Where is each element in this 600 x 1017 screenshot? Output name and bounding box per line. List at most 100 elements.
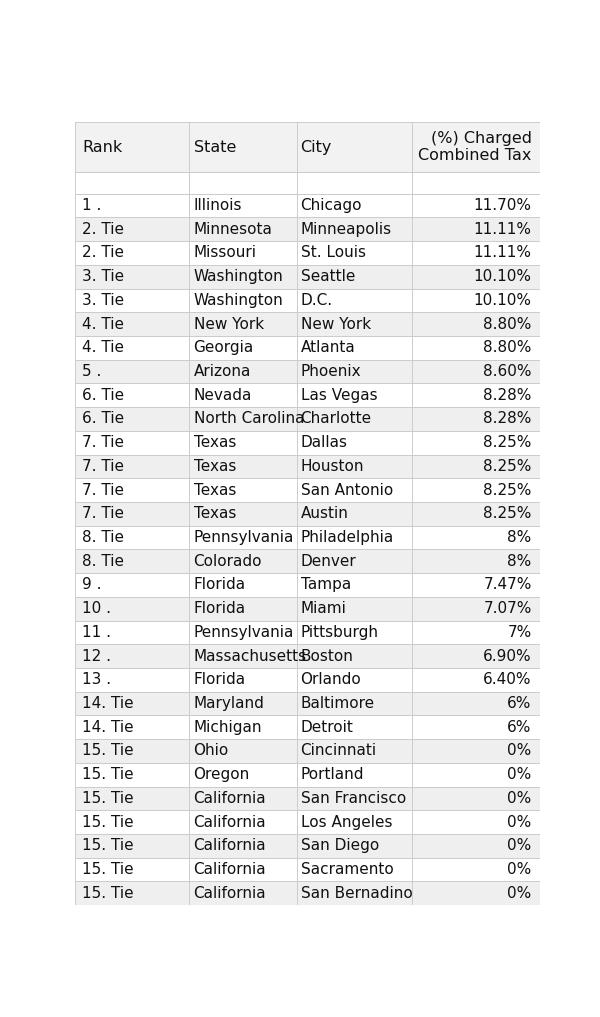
Text: 7. Tie: 7. Tie bbox=[82, 483, 124, 497]
Text: Arizona: Arizona bbox=[194, 364, 251, 379]
Text: Denver: Denver bbox=[301, 553, 356, 569]
Bar bbox=[75, 360, 540, 383]
Text: Las Vegas: Las Vegas bbox=[301, 387, 377, 403]
Text: St. Louis: St. Louis bbox=[301, 245, 365, 260]
Text: 11.11%: 11.11% bbox=[473, 222, 532, 237]
Text: Missouri: Missouri bbox=[194, 245, 257, 260]
Text: Nevada: Nevada bbox=[194, 387, 252, 403]
Text: Chicago: Chicago bbox=[301, 198, 362, 213]
Text: Texas: Texas bbox=[194, 483, 236, 497]
Text: 0%: 0% bbox=[508, 862, 532, 877]
Text: 0%: 0% bbox=[508, 838, 532, 853]
Text: New York: New York bbox=[301, 316, 371, 332]
Text: D.C.: D.C. bbox=[301, 293, 332, 308]
Text: 5 .: 5 . bbox=[82, 364, 101, 379]
Text: 8.80%: 8.80% bbox=[483, 316, 532, 332]
Text: Florida: Florida bbox=[194, 578, 246, 593]
Bar bbox=[75, 407, 540, 431]
Text: 7. Tie: 7. Tie bbox=[82, 459, 124, 474]
Text: 8.80%: 8.80% bbox=[483, 341, 532, 355]
Text: Portland: Portland bbox=[301, 767, 364, 782]
Text: 8.28%: 8.28% bbox=[483, 412, 532, 426]
Text: 6.40%: 6.40% bbox=[483, 672, 532, 687]
Text: 7.07%: 7.07% bbox=[483, 601, 532, 616]
Text: Minnesota: Minnesota bbox=[194, 222, 272, 237]
Text: North Carolina: North Carolina bbox=[194, 412, 304, 426]
Text: 7.47%: 7.47% bbox=[483, 578, 532, 593]
Text: 8%: 8% bbox=[508, 530, 532, 545]
Text: San Bernadino: San Bernadino bbox=[301, 886, 412, 901]
Text: Florida: Florida bbox=[194, 672, 246, 687]
Text: Dallas: Dallas bbox=[301, 435, 347, 451]
Text: Boston: Boston bbox=[301, 649, 353, 664]
Bar bbox=[75, 786, 540, 811]
Text: 6. Tie: 6. Tie bbox=[82, 387, 124, 403]
Text: 2. Tie: 2. Tie bbox=[82, 245, 124, 260]
Bar bbox=[75, 431, 540, 455]
Text: 8.25%: 8.25% bbox=[483, 435, 532, 451]
Text: California: California bbox=[194, 886, 266, 901]
Text: 0%: 0% bbox=[508, 743, 532, 759]
Text: 14. Tie: 14. Tie bbox=[82, 696, 134, 711]
Text: Michigan: Michigan bbox=[194, 720, 262, 734]
Text: Atlanta: Atlanta bbox=[301, 341, 355, 355]
Text: (%) Charged
Combined Tax: (%) Charged Combined Tax bbox=[418, 131, 532, 164]
Text: Seattle: Seattle bbox=[301, 270, 355, 284]
Text: Orlando: Orlando bbox=[301, 672, 361, 687]
Text: 10.10%: 10.10% bbox=[473, 293, 532, 308]
Text: Pennsylvania: Pennsylvania bbox=[194, 624, 294, 640]
Bar bbox=[75, 172, 540, 193]
Text: Tampa: Tampa bbox=[301, 578, 351, 593]
Bar bbox=[75, 478, 540, 502]
Text: 14. Tie: 14. Tie bbox=[82, 720, 134, 734]
Text: 15. Tie: 15. Tie bbox=[82, 838, 134, 853]
Text: Florida: Florida bbox=[194, 601, 246, 616]
Text: 8.25%: 8.25% bbox=[483, 459, 532, 474]
Text: 3. Tie: 3. Tie bbox=[82, 293, 124, 308]
Bar bbox=[75, 264, 540, 289]
Text: Miami: Miami bbox=[301, 601, 346, 616]
Bar bbox=[75, 834, 540, 857]
Text: Detroit: Detroit bbox=[301, 720, 353, 734]
Text: 8.28%: 8.28% bbox=[483, 387, 532, 403]
Text: 10.10%: 10.10% bbox=[473, 270, 532, 284]
Text: Houston: Houston bbox=[301, 459, 364, 474]
Text: Pittsburgh: Pittsburgh bbox=[301, 624, 379, 640]
Text: Texas: Texas bbox=[194, 506, 236, 522]
Text: 7. Tie: 7. Tie bbox=[82, 506, 124, 522]
Text: 1 .: 1 . bbox=[82, 198, 101, 213]
Bar bbox=[75, 597, 540, 620]
Text: 8. Tie: 8. Tie bbox=[82, 553, 124, 569]
Text: San Antonio: San Antonio bbox=[301, 483, 393, 497]
Text: Philadelphia: Philadelphia bbox=[301, 530, 394, 545]
Text: Texas: Texas bbox=[194, 435, 236, 451]
Text: 8.25%: 8.25% bbox=[483, 506, 532, 522]
Text: 7. Tie: 7. Tie bbox=[82, 435, 124, 451]
Text: Massachusetts: Massachusetts bbox=[194, 649, 307, 664]
Bar bbox=[75, 383, 540, 407]
Text: City: City bbox=[301, 139, 332, 155]
Text: 6.90%: 6.90% bbox=[483, 649, 532, 664]
Text: 7%: 7% bbox=[508, 624, 532, 640]
Text: 15. Tie: 15. Tie bbox=[82, 886, 134, 901]
Text: 11.70%: 11.70% bbox=[473, 198, 532, 213]
Text: 13 .: 13 . bbox=[82, 672, 111, 687]
Text: Baltimore: Baltimore bbox=[301, 696, 374, 711]
Text: Sacramento: Sacramento bbox=[301, 862, 393, 877]
Text: 6. Tie: 6. Tie bbox=[82, 412, 124, 426]
Text: Georgia: Georgia bbox=[194, 341, 254, 355]
Text: California: California bbox=[194, 791, 266, 805]
Bar bbox=[75, 857, 540, 882]
Text: 15. Tie: 15. Tie bbox=[82, 791, 134, 805]
Bar bbox=[75, 455, 540, 478]
Text: 15. Tie: 15. Tie bbox=[82, 815, 134, 830]
Text: Los Angeles: Los Angeles bbox=[301, 815, 392, 830]
Bar bbox=[75, 336, 540, 360]
Bar bbox=[75, 620, 540, 644]
Text: Oregon: Oregon bbox=[194, 767, 250, 782]
Text: Austin: Austin bbox=[301, 506, 349, 522]
Bar bbox=[75, 763, 540, 786]
Text: Maryland: Maryland bbox=[194, 696, 265, 711]
Bar bbox=[75, 193, 540, 218]
Text: Phoenix: Phoenix bbox=[301, 364, 361, 379]
